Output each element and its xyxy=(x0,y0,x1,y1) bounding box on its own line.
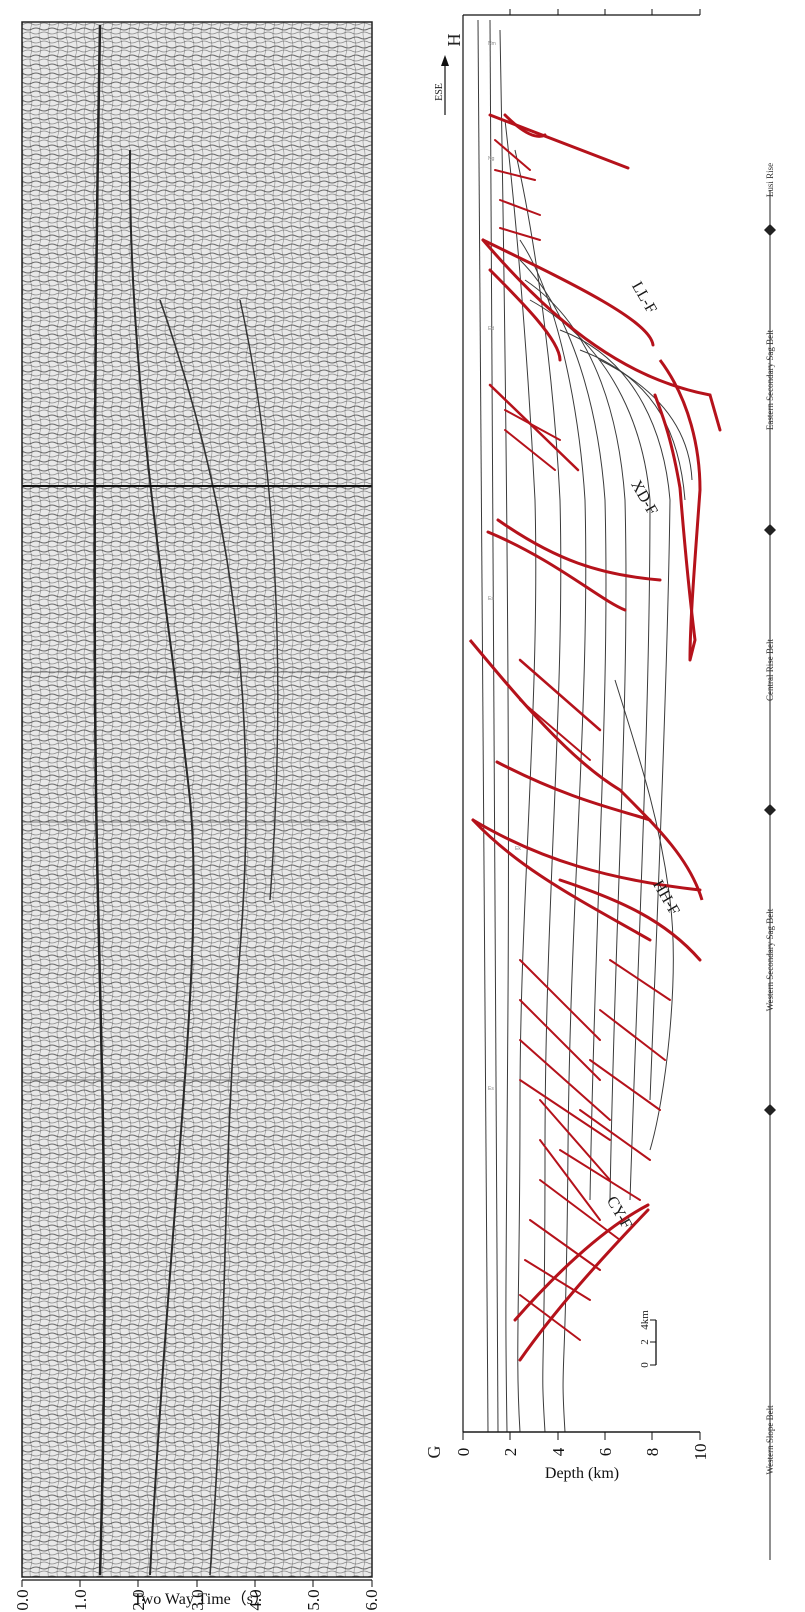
seismic-texture xyxy=(22,22,372,1577)
time-axis: 0.0 1.0 2.0 3.0 4.0 5.0 6.0 xyxy=(13,1579,381,1611)
scale-tick-label: 4km xyxy=(639,1310,651,1330)
fault-line xyxy=(518,658,602,732)
fault-line xyxy=(653,393,682,490)
time-tick-label: 5.0 xyxy=(304,1589,323,1610)
scale-tick-label: 0 xyxy=(639,1362,651,1368)
fault-line xyxy=(471,818,702,892)
svg-text:Nm: Nm xyxy=(488,41,496,47)
time-axis-title-visible: Two Way Time（s） xyxy=(133,1590,269,1608)
tectonic-belt-legend: Western Slope Belt Western Secondary Sag… xyxy=(764,163,776,1560)
belt-label: Lusi Rise xyxy=(765,163,775,197)
fault-line xyxy=(558,878,702,962)
depth-tick-label: 10 xyxy=(691,1444,710,1461)
direction-label: ESE xyxy=(434,83,445,101)
fault-line xyxy=(468,639,704,901)
svg-text:Ed: Ed xyxy=(488,326,494,332)
time-tick-label: 2.0 xyxy=(129,1589,148,1610)
fault-line xyxy=(513,1203,650,1322)
belt-label: Western Slope Belt xyxy=(765,1405,775,1475)
belt-divider-icon xyxy=(764,224,776,1116)
endpoint-right-label: H xyxy=(444,34,464,47)
time-tick-label: 4.0 xyxy=(246,1589,265,1610)
fault-line xyxy=(488,113,630,170)
fault-line xyxy=(471,818,652,942)
fault-line xyxy=(658,359,702,661)
fault-line xyxy=(481,238,722,432)
depth-tick-label: 6 xyxy=(596,1448,615,1457)
fault-line xyxy=(481,238,655,347)
fault-line xyxy=(678,486,697,662)
fault-label: HH-F xyxy=(649,877,682,918)
time-tick-label: 1.0 xyxy=(71,1589,90,1610)
belt-label: Western Secondary Sag Belt xyxy=(765,908,775,1011)
depth-tick-label: 0 xyxy=(454,1448,473,1457)
depth-axis-title: Depth (km) xyxy=(545,1465,619,1482)
fault-line xyxy=(488,268,562,362)
time-tick-label: 0.0 xyxy=(13,1589,32,1610)
fault-label: XD-F xyxy=(627,477,660,518)
scale-bar: 0 2 4km xyxy=(639,1310,657,1368)
svg-text:Ek: Ek xyxy=(515,846,521,852)
scale-tick-label: 2 xyxy=(639,1339,651,1345)
depth-axis: 0 2 4 6 8 10 Depth (km) xyxy=(454,1431,710,1482)
svg-text:Ng: Ng xyxy=(488,156,495,162)
belt-label: Central Rise Belt xyxy=(765,639,775,701)
time-tick-label: 6.0 xyxy=(362,1589,381,1610)
depth-tick-label: 2 xyxy=(501,1448,520,1457)
svg-text:Es: Es xyxy=(488,596,494,602)
fault-line xyxy=(495,760,652,822)
seismic-reflector xyxy=(239,299,279,901)
depth-tick-label: 8 xyxy=(643,1448,662,1457)
faults xyxy=(471,113,722,1362)
seismic-section xyxy=(21,21,373,1578)
direction-indicator: ESE xyxy=(434,55,449,115)
fault-line xyxy=(518,1208,650,1362)
depth-tick-label: 4 xyxy=(549,1447,568,1456)
seismic-reflector xyxy=(159,299,247,1576)
fault-line xyxy=(496,518,662,582)
belt-label: Eastern Secondary Sag Belt xyxy=(765,329,775,430)
fault-label: LL-F xyxy=(628,279,660,317)
time-ticks xyxy=(21,1580,373,1587)
svg-text:Es: Es xyxy=(488,1086,494,1092)
seismic-reflector xyxy=(128,149,195,1576)
fault-line xyxy=(486,530,627,612)
fault-line xyxy=(488,383,580,472)
geologic-section: Nm Ng Ed Es Es Ek xyxy=(462,9,722,1433)
time-tick-label: 3.0 xyxy=(188,1589,207,1610)
endpoint-left-label: G xyxy=(424,1446,444,1459)
fault-line xyxy=(503,113,547,138)
seismic-reflector xyxy=(93,24,106,1576)
